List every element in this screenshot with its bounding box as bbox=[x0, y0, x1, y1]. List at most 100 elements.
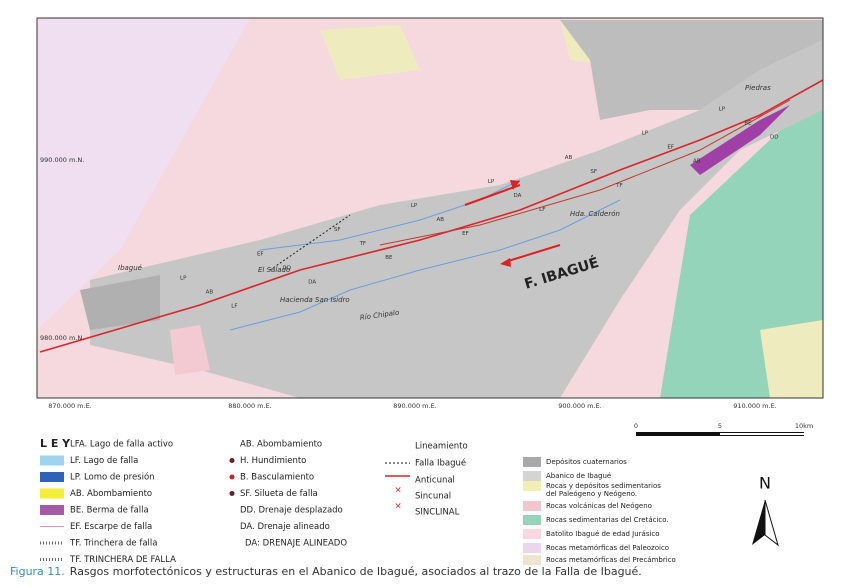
legend-unit: Rocas volcánicas del Neógeno bbox=[546, 502, 652, 510]
feature-code: AB bbox=[437, 217, 445, 223]
legend-marker bbox=[229, 474, 235, 480]
legend-structure: Anticunal bbox=[415, 476, 455, 486]
legend-symbol: TF. Trinchera de falla bbox=[69, 539, 157, 549]
legend-symbol: AB. Abombamiento bbox=[70, 489, 152, 499]
feature-code: AB bbox=[693, 159, 701, 165]
north-arrow-right bbox=[764, 499, 779, 547]
legend-swatch bbox=[523, 471, 541, 481]
cretaceous-unit bbox=[660, 90, 823, 398]
legend-unit: del Paleógeno y Neógeno. bbox=[546, 490, 637, 498]
legend-swatch bbox=[40, 472, 64, 482]
fault-trace bbox=[39, 79, 824, 353]
legend-unit: Batolito Ibagué de edad Jurásico bbox=[546, 530, 660, 538]
scale-label: 10km bbox=[795, 422, 813, 430]
easting-label: 880.000 m.E. bbox=[228, 402, 272, 410]
legend-swatch bbox=[523, 457, 541, 467]
easting-label: 870.000 m.E. bbox=[48, 402, 92, 410]
berma-de-falla bbox=[690, 105, 790, 175]
legend-unit: Rocas y depósitos sedimentarios bbox=[546, 482, 661, 490]
legend-symbol: EF. Escarpe de falla bbox=[70, 522, 152, 532]
place-label: Ibagué bbox=[118, 264, 143, 272]
feature-code: EF bbox=[257, 251, 264, 257]
feature-code: EF bbox=[667, 145, 674, 151]
legend-swatch bbox=[523, 515, 541, 525]
lineament bbox=[269, 214, 351, 271]
feature-code: LF bbox=[231, 303, 237, 309]
legend-swatch bbox=[523, 543, 541, 553]
legend-swatch bbox=[40, 455, 64, 466]
northing-label: 990.000 m.N. bbox=[40, 156, 84, 164]
quaternary-unit bbox=[560, 20, 823, 120]
legend-structure: SINCLINAL bbox=[415, 508, 460, 518]
easting-label: 890.000 m.E. bbox=[393, 402, 437, 410]
feature-code: TF bbox=[615, 183, 623, 189]
scale-bar-half bbox=[720, 433, 804, 435]
legend-unit: Depósitos cuaternarios bbox=[546, 458, 627, 466]
abanico-unit bbox=[90, 40, 823, 398]
place-label: Hacienda San Isidro bbox=[280, 296, 350, 304]
feature-code: DA bbox=[308, 279, 316, 285]
legend-marker bbox=[229, 458, 235, 463]
caption-label: Figura 11. bbox=[10, 565, 65, 578]
legend-feature: H. Hundimiento bbox=[240, 456, 306, 466]
feature-code: LP bbox=[642, 131, 649, 137]
feature-code: SF bbox=[334, 227, 341, 233]
neogene-unit bbox=[760, 320, 823, 398]
place-label: Hda. Calderón bbox=[570, 210, 620, 218]
neogene-unit bbox=[320, 25, 420, 80]
legend-swatch bbox=[523, 481, 541, 491]
northing-label: 980.000 m.N. bbox=[40, 334, 84, 342]
north-arrow-left bbox=[752, 500, 765, 545]
legend-swatch bbox=[523, 501, 541, 511]
legend-feature: AB. Abombamiento bbox=[240, 440, 322, 450]
legend-marker bbox=[229, 491, 235, 496]
feature-code: DD bbox=[283, 265, 291, 271]
feature-code: SF bbox=[590, 169, 597, 175]
legend-symbol: LP. Lomo de presión bbox=[70, 472, 155, 483]
north-arrow bbox=[752, 499, 779, 547]
caption: Figura 11. Rasgos morfotectónicos y estru… bbox=[10, 565, 642, 578]
legend-unit: Rocas metamórficas del Precámbrico bbox=[546, 556, 676, 564]
legend-structure: Sincunal bbox=[415, 492, 451, 502]
movement-arrow bbox=[504, 244, 561, 263]
legend-feature: DD. Drenaje desplazado bbox=[240, 506, 343, 516]
feature-code: AB bbox=[206, 289, 214, 295]
legend-feature: B. Basculamiento bbox=[240, 473, 314, 483]
feature-code: LF bbox=[539, 207, 545, 213]
volcanic-unit bbox=[170, 325, 210, 375]
feature-code: LP bbox=[180, 276, 187, 282]
feature-code: AB bbox=[565, 155, 573, 161]
legend-structure: Lineamiento bbox=[415, 442, 468, 452]
feature-code: LP bbox=[411, 203, 418, 209]
place-label: Piedras bbox=[745, 84, 771, 92]
legend-symbol: LFA. Lago de falla activo bbox=[70, 440, 173, 450]
easting-label: 900.000 m.E. bbox=[558, 402, 602, 410]
legend-structure: Falla Ibagué bbox=[415, 458, 466, 469]
paleozoic-unit bbox=[37, 18, 250, 330]
legend-swatch bbox=[40, 488, 64, 499]
legend-feature: DA. Drenaje alineado bbox=[240, 522, 330, 532]
feature-code: TF bbox=[359, 241, 367, 247]
easting-label: 910.000 m.E. bbox=[733, 402, 777, 410]
legend-unit: Abanico de Ibagué bbox=[546, 472, 611, 480]
feature-code: DD bbox=[770, 135, 778, 141]
scale-label: 5 bbox=[718, 422, 722, 430]
legend-feature: SF. Silueta de falla bbox=[240, 489, 318, 499]
feature-code: LP bbox=[488, 179, 495, 185]
scale-label: 0 bbox=[634, 422, 638, 430]
fault-branch bbox=[379, 99, 791, 246]
city-block bbox=[80, 275, 160, 330]
legend-title: L E Y bbox=[40, 437, 71, 450]
map bbox=[36, 17, 824, 399]
map-frame bbox=[36, 17, 824, 399]
river bbox=[259, 179, 521, 251]
caption-text: Rasgos morfotectónicos y estructuras en … bbox=[70, 565, 642, 578]
arrow-head bbox=[500, 258, 511, 267]
legend-swatch bbox=[523, 555, 541, 565]
place-label: El Salado bbox=[258, 266, 290, 274]
legend: L E Y LFA. Lago de falla activo LF. Lago d… bbox=[40, 437, 676, 565]
feature-code: BE bbox=[385, 255, 393, 261]
legend-unit: Rocas metamórficas del Paleozoico bbox=[546, 544, 669, 552]
